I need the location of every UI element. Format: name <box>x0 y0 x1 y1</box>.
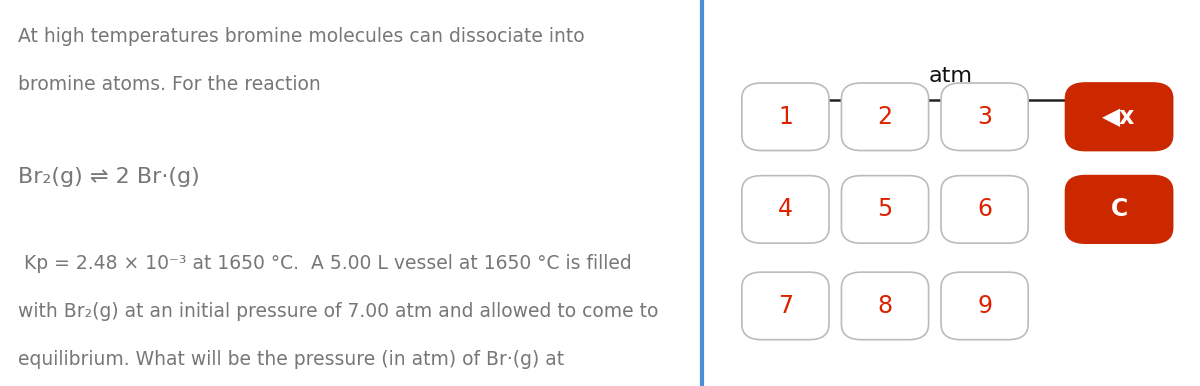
Text: 5: 5 <box>877 197 893 222</box>
Text: with Br₂(g) at an initial pressure of 7.00 atm and allowed to come to: with Br₂(g) at an initial pressure of 7.… <box>18 302 658 321</box>
Text: 8: 8 <box>877 294 893 318</box>
FancyBboxPatch shape <box>1066 176 1172 243</box>
FancyBboxPatch shape <box>1066 83 1172 151</box>
FancyBboxPatch shape <box>941 176 1028 243</box>
FancyBboxPatch shape <box>841 83 929 151</box>
Text: C: C <box>1110 197 1128 222</box>
Text: Kp = 2.48 × 10⁻³ at 1650 °C.  A 5.00 L vessel at 1650 °C is filled: Kp = 2.48 × 10⁻³ at 1650 °C. A 5.00 L ve… <box>18 254 631 273</box>
FancyBboxPatch shape <box>941 83 1028 151</box>
Text: 6: 6 <box>977 197 992 222</box>
Text: 3: 3 <box>977 105 992 129</box>
Text: equilibrium. What will be the pressure (in atm) of Br·(g) at: equilibrium. What will be the pressure (… <box>18 350 564 369</box>
Text: 1: 1 <box>778 105 793 129</box>
Text: atm: atm <box>929 66 973 86</box>
FancyBboxPatch shape <box>742 272 829 340</box>
Text: bromine atoms. For the reaction: bromine atoms. For the reaction <box>18 75 320 94</box>
Text: 9: 9 <box>977 294 992 318</box>
FancyBboxPatch shape <box>742 83 829 151</box>
FancyBboxPatch shape <box>841 176 929 243</box>
Text: Br₂(g) ⇌ 2 Br·(g): Br₂(g) ⇌ 2 Br·(g) <box>18 167 199 187</box>
Text: At high temperatures bromine molecules can dissociate into: At high temperatures bromine molecules c… <box>18 27 584 46</box>
FancyBboxPatch shape <box>841 272 929 340</box>
Text: 7: 7 <box>778 294 793 318</box>
FancyBboxPatch shape <box>742 176 829 243</box>
Text: 2: 2 <box>877 105 893 129</box>
FancyBboxPatch shape <box>941 272 1028 340</box>
Text: ◀x: ◀x <box>1103 105 1135 129</box>
Text: 4: 4 <box>778 197 793 222</box>
